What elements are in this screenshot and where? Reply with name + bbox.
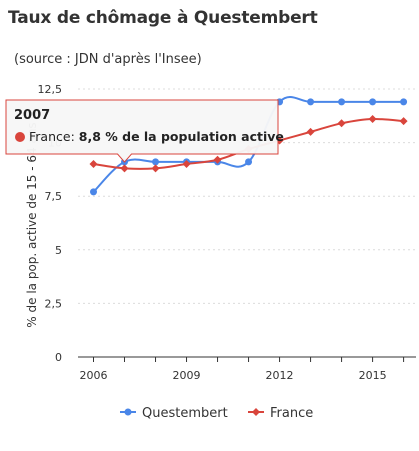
data-point-france[interactable]: [399, 117, 408, 126]
y-axis-label: % de la pop. active de 15 - 64 ans: [25, 122, 39, 327]
data-point-france[interactable]: [213, 155, 222, 164]
data-point-questembert[interactable]: [400, 98, 408, 106]
legend-marker: [124, 408, 132, 416]
data-point-france[interactable]: [182, 160, 191, 169]
data-point-questembert[interactable]: [307, 98, 315, 106]
data-point-questembert[interactable]: [245, 158, 253, 166]
chart-subtitle: (source : JDN d'après l'Insee): [14, 52, 202, 67]
tooltip-text: France: 8,8 % de la population active: [29, 129, 284, 144]
data-point-questembert[interactable]: [338, 98, 346, 106]
data-point-france[interactable]: [120, 164, 129, 173]
y-tick-label: 12,5: [38, 83, 63, 96]
data-point-questembert[interactable]: [369, 98, 377, 106]
y-tick-label: 5: [55, 244, 62, 257]
tooltip-box: [5, 99, 279, 163]
tooltip-series-label: France:: [29, 129, 79, 144]
legend[interactable]: Questembert France: [120, 406, 313, 421]
data-point-questembert[interactable]: [152, 158, 160, 166]
chart-title: Taux de chômage à Questembert: [8, 8, 318, 28]
y-tick-label: 0: [55, 351, 62, 364]
legend-marker: [252, 408, 260, 416]
data-point-france[interactable]: [89, 160, 98, 169]
tooltip-title: 2007: [14, 108, 50, 123]
data-point-france[interactable]: [306, 127, 315, 136]
tooltip-value: 8,8 % de la population active: [79, 129, 284, 144]
x-tick-label: 2015: [359, 369, 387, 382]
data-point-questembert[interactable]: [90, 188, 98, 196]
data-point-france[interactable]: [368, 115, 377, 124]
tooltip: 2007 France: 8,8 % de la population activ…: [5, 99, 284, 163]
data-point-france[interactable]: [151, 164, 160, 173]
data-point-france[interactable]: [337, 119, 346, 128]
x-axis: 2006 2009 2012 2015: [78, 356, 416, 382]
legend-label: Questembert: [142, 406, 228, 421]
y-tick-label: 2,5: [45, 297, 63, 310]
x-tick-label: 2012: [266, 369, 294, 382]
legend-item-france[interactable]: France: [248, 406, 313, 421]
y-tick-label: 7,5: [45, 190, 63, 203]
legend-label: France: [270, 406, 313, 421]
x-tick-label: 2006: [80, 369, 108, 382]
legend-item-questembert[interactable]: Questembert: [120, 406, 228, 421]
x-tick-label: 2009: [173, 369, 201, 382]
tooltip-series-dot: [15, 132, 25, 142]
